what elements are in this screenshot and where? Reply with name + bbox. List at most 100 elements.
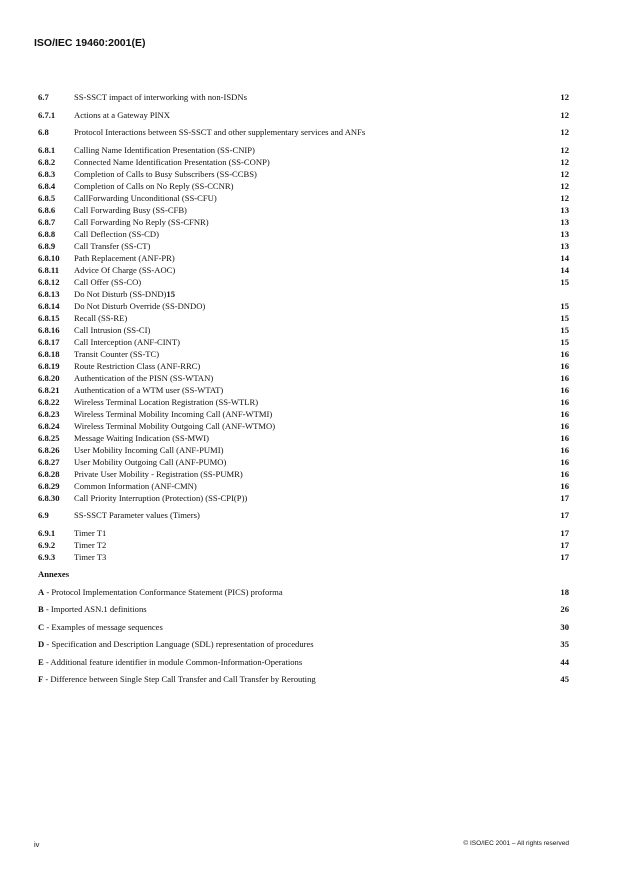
toc-entry[interactable]: 6.8.3 Completion of Calls to Busy Subscri… <box>38 168 569 180</box>
toc-entry[interactable]: 6.8.15 Recall (SS-RE) 15 <box>38 312 569 324</box>
toc-entry[interactable]: 6.8.17 Call Interception (ANF-CINT) 15 <box>38 336 569 348</box>
toc-entry[interactable]: 6.8.6 Call Forwarding Busy (SS-CFB) 13 <box>38 204 569 216</box>
toc-entry[interactable]: 6.8.13 Do Not Disturb (SS-DND)15 <box>38 288 569 300</box>
entry-title: Call Intrusion (SS-CI) <box>74 324 151 335</box>
entry-page: 16 <box>560 372 569 383</box>
entry-page: 15 <box>560 276 569 287</box>
annex-entry[interactable]: B - Imported ASN.1 definitions 26 <box>38 603 569 615</box>
toc-entry[interactable]: 6.9.1 Timer T1 17 <box>38 527 569 539</box>
annex-title-wrap: E - Additional feature identifier in mod… <box>38 656 539 668</box>
entry-page: 16 <box>560 384 569 395</box>
toc-entry[interactable]: 6.8.14 Do Not Disturb Override (SS-DNDO) 1… <box>38 300 569 312</box>
entry-title: CallForwarding Unconditional (SS-CFU) <box>74 192 217 203</box>
toc-entry[interactable]: 6.8.27 User Mobility Outgoing Call (ANF-P… <box>38 456 569 468</box>
toc-entry[interactable]: 6.8.30 Call Priority Interruption (Protec… <box>38 492 569 504</box>
toc-entry[interactable]: 6.8.1 Calling Name Identification Present… <box>38 144 569 156</box>
entry-title: Wireless Terminal Location Registration … <box>74 396 259 407</box>
toc-entry[interactable]: 6.8.9 Call Transfer (SS-CT) 13 <box>38 240 569 252</box>
entry-number: 6.8.17 <box>38 336 60 347</box>
entry-page: 16 <box>560 480 569 491</box>
entry-title: Completion of Calls on No Reply (SS-CCNR… <box>74 180 234 191</box>
annex-page: 45 <box>560 674 569 684</box>
toc-entry[interactable]: 6.8.23 Wireless Terminal Mobility Incomin… <box>38 408 569 420</box>
entry-title: Call Priority Interruption (Protection) … <box>74 492 248 503</box>
entry-page: 12 <box>560 127 569 137</box>
entry-title: SS-SSCT impact of interworking with non-… <box>74 92 247 102</box>
entry-title: Timer T3 <box>74 551 107 562</box>
toc-entry[interactable]: 6.8.19 Route Restriction Class (ANF-RRC) 1… <box>38 360 569 372</box>
entry-number: 6.8.21 <box>38 384 60 395</box>
toc-entry[interactable]: 6.8.28 Private User Mobility - Registrati… <box>38 468 569 480</box>
entry-title: Timer T2 <box>74 539 107 550</box>
annex-dash: - <box>44 639 52 649</box>
toc-entry[interactable]: 6.8 Protocol Interactions between SS-SSCT… <box>38 126 569 138</box>
entry-number: 6.8.6 <box>38 204 56 215</box>
annex-title: Specification and Description Language (… <box>51 639 314 649</box>
annex-page: 26 <box>560 604 569 614</box>
toc-entry[interactable]: 6.8.5 CallForwarding Unconditional (SS-CF… <box>38 192 569 204</box>
entry-page: 12 <box>560 156 569 167</box>
toc-entry[interactable]: 6.8.20 Authentication of the PISN (SS-WTA… <box>38 372 569 384</box>
entry-title-wrap: Private User Mobility - Registration (SS… <box>74 468 539 480</box>
entry-title: Connected Name Identification Presentati… <box>74 156 270 167</box>
annex-entry[interactable]: F - Difference between Single Step Call … <box>38 673 569 685</box>
toc-entry[interactable]: 6.8.7 Call Forwarding No Reply (SS-CFNR) 1… <box>38 216 569 228</box>
annex-page: 35 <box>560 639 569 649</box>
annex-page: 44 <box>560 656 569 667</box>
toc-entry[interactable]: 6.7 SS-SSCT impact of interworking with n… <box>38 91 569 103</box>
entry-title-wrap: Advice Of Charge (SS-AOC) <box>74 264 539 276</box>
toc-entry[interactable]: 6.8.26 User Mobility Incoming Call (ANF-P… <box>38 444 569 456</box>
toc-entry[interactable]: 6.8.21 Authentication of a WTM user (SS-W… <box>38 384 569 396</box>
toc-entry[interactable]: 6.8.22 Wireless Terminal Location Registr… <box>38 396 569 408</box>
annex-title-wrap: C - Examples of message sequences <box>38 621 539 633</box>
entry-page: 12 <box>560 109 569 120</box>
annex-entry[interactable]: E - Additional feature identifier in mod… <box>38 656 569 668</box>
entry-page: 15 <box>560 324 569 335</box>
toc-entry[interactable]: 6.9 SS-SSCT Parameter values (Timers) 17 <box>38 509 569 521</box>
toc-entry[interactable]: 6.7.1 Actions at a Gateway PINX 12 <box>38 109 569 121</box>
entry-page <box>539 288 569 300</box>
entry-title-wrap: Protocol Interactions between SS-SSCT an… <box>74 126 539 138</box>
toc-entry[interactable]: 6.8.4 Completion of Calls on No Reply (SS… <box>38 180 569 192</box>
entry-page: 12 <box>560 192 569 203</box>
entry-title-wrap: Transit Counter (SS-TC) <box>74 348 539 360</box>
entry-page: 12 <box>560 180 569 191</box>
toc-entry[interactable]: 6.8.2 Connected Name Identification Prese… <box>38 156 569 168</box>
annex-entry[interactable]: A - Protocol Implementation Conformance … <box>38 586 569 598</box>
entry-title-wrap: Route Restriction Class (ANF-RRC) <box>74 360 539 372</box>
entry-number: 6.8.22 <box>38 396 60 407</box>
toc-entry[interactable]: 6.8.18 Transit Counter (SS-TC) 16 <box>38 348 569 360</box>
toc-group: 6.7.1 Actions at a Gateway PINX 12 <box>38 109 569 121</box>
entry-number: 6.8.12 <box>38 276 60 287</box>
entry-title-wrap: Call Forwarding No Reply (SS-CFNR) <box>74 216 539 228</box>
toc-entry[interactable]: 6.9.3 Timer T3 17 <box>38 551 569 563</box>
toc-entry[interactable]: 6.8.16 Call Intrusion (SS-CI) 15 <box>38 324 569 336</box>
entry-title: Advice Of Charge (SS-AOC) <box>74 264 176 275</box>
entry-title-wrap: Wireless Terminal Mobility Outgoing Call… <box>74 420 539 432</box>
toc-entry[interactable]: 6.8.11 Advice Of Charge (SS-AOC) 14 <box>38 264 569 276</box>
entry-number: 6.8.16 <box>38 324 60 335</box>
entry-number: 6.8.28 <box>38 468 60 479</box>
toc-entry[interactable]: 6.8.12 Call Offer (SS-CO) 15 <box>38 276 569 288</box>
entry-title: Authentication of a WTM user (SS-WTAT) <box>74 384 224 395</box>
toc-entry[interactable]: 6.8.8 Call Deflection (SS-CD) 13 <box>38 228 569 240</box>
toc-group: 6.9.1 Timer T1 17 6.9.2 Timer T2 17 6.9.3 Timer… <box>38 527 569 563</box>
toc-entry[interactable]: 6.8.10 Path Replacement (ANF-PR) 14 <box>38 252 569 264</box>
annex-entry[interactable]: C - Examples of message sequences 30 <box>38 621 569 633</box>
entry-page: 15 <box>560 312 569 323</box>
annex-entry[interactable]: D - Specification and Description Langua… <box>38 638 569 650</box>
toc-entry[interactable]: 6.8.25 Message Waiting Indication (SS-MWI… <box>38 432 569 444</box>
toc-entry[interactable]: 6.8.24 Wireless Terminal Mobility Outgoin… <box>38 420 569 432</box>
entry-page: 17 <box>560 527 569 538</box>
entry-page: 16 <box>560 420 569 431</box>
entry-title: Call Forwarding No Reply (SS-CFNR) <box>74 216 209 227</box>
entry-title: Protocol Interactions between SS-SSCT an… <box>74 127 366 137</box>
entry-title-wrap: Message Waiting Indication (SS-MWI) <box>74 432 539 444</box>
toc-entry[interactable]: 6.8.29 Common Information (ANF-CMN) 16 <box>38 480 569 492</box>
entry-title: Common Information (ANF-CMN) <box>74 480 197 491</box>
toc-entry[interactable]: 6.9.2 Timer T2 17 <box>38 539 569 551</box>
entry-title-wrap: Call Priority Interruption (Protection) … <box>74 492 539 504</box>
annex-title: Examples of message sequences <box>51 621 163 632</box>
entry-title-wrap: Calling Name Identification Presentation… <box>74 144 539 156</box>
annex-letter: F <box>38 674 44 684</box>
